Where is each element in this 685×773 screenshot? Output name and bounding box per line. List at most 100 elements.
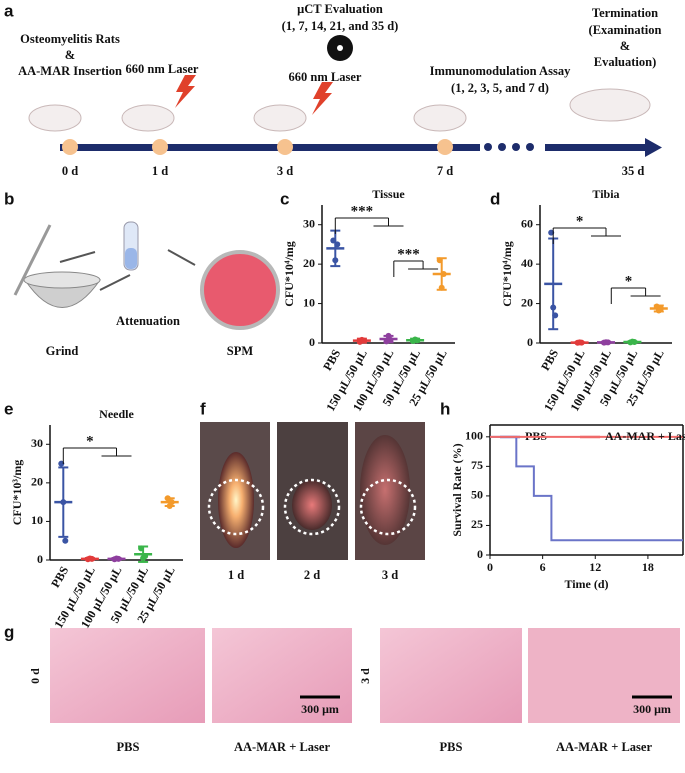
panel-label: g — [4, 622, 14, 641]
tick-label: 0 d — [62, 164, 78, 178]
y-tick-label: 60 — [521, 216, 533, 230]
point — [387, 336, 394, 343]
y-tick-label: 30 — [303, 216, 315, 230]
label: 660 nm Laser — [126, 62, 199, 76]
tick-label: 1 d — [152, 164, 168, 178]
step-label: Attenuation — [116, 314, 180, 328]
node — [152, 139, 168, 155]
significance: *** — [397, 246, 420, 262]
signal — [218, 452, 254, 548]
roi — [207, 478, 265, 536]
roi — [283, 478, 341, 536]
arrow — [59, 251, 96, 263]
point — [414, 337, 421, 344]
point — [138, 545, 145, 552]
panel-label: d — [490, 189, 500, 208]
y-tick-label: 20 — [521, 295, 533, 309]
panel-label: b — [4, 189, 14, 208]
image-label: 1 d — [228, 568, 244, 582]
point — [62, 537, 69, 544]
group-label: PBS — [440, 740, 463, 754]
step-label: SPM — [227, 344, 254, 358]
y-tick-label: 30 — [31, 436, 43, 450]
scale-label: 300 μm — [301, 702, 339, 716]
signal — [292, 480, 332, 530]
chart-title: Tibia — [592, 187, 619, 201]
row-label: 3 d — [358, 668, 372, 684]
label: (Examination — [589, 23, 662, 37]
y-tick-label: 20 — [31, 475, 43, 489]
imaging: 1 d 2 d 3 d — [200, 422, 425, 582]
point — [142, 553, 149, 560]
arrow-head — [645, 138, 662, 157]
node — [62, 139, 78, 155]
y-tick-label: 100 — [465, 429, 483, 443]
point — [360, 337, 367, 344]
panel-label: c — [280, 189, 289, 208]
label: Evaluation) — [594, 55, 657, 69]
x-tick-label: PBS — [48, 564, 71, 590]
step-label: Grind — [46, 344, 79, 358]
point — [605, 339, 611, 346]
histology: 0 d 3 d 300 μm 300 μm PBS AA-MAR + Laser… — [28, 628, 680, 754]
timeline-bar — [60, 144, 480, 151]
image-label: 2 d — [304, 568, 320, 582]
legend-label: PBS — [525, 429, 547, 443]
chart-title: Needle — [99, 407, 134, 421]
label: & — [620, 39, 630, 53]
dish — [200, 250, 280, 330]
significance: * — [86, 433, 94, 449]
roi — [359, 478, 417, 536]
micrograph — [528, 628, 680, 723]
group-label: PBS — [117, 740, 140, 754]
dot — [526, 143, 534, 151]
signal — [360, 435, 410, 545]
label: 660 nm Laser — [289, 70, 362, 84]
label: (1, 2, 3, 5, and 7 d) — [451, 81, 549, 95]
point — [115, 555, 122, 562]
significance: * — [576, 213, 584, 229]
arrow — [167, 249, 196, 266]
significance: * — [625, 273, 633, 289]
group-label: AA-MAR + Laser — [234, 740, 330, 754]
y-tick-label: 10 — [31, 513, 43, 527]
node — [277, 139, 293, 155]
micrograph — [380, 628, 522, 723]
label: Immunomodulation Assay — [430, 64, 571, 78]
tick-label: 7 d — [437, 164, 453, 178]
dot — [512, 143, 520, 151]
swab — [13, 224, 52, 296]
point — [164, 495, 171, 502]
image-label: 3 d — [382, 568, 398, 582]
row-label: 0 d — [28, 668, 42, 684]
point — [334, 241, 341, 248]
timeline: Osteomyelitis Rats & AA-MAR Insertion 66… — [18, 2, 662, 178]
scale-label: 300 μm — [633, 702, 671, 716]
y-tick-label: 40 — [521, 256, 533, 270]
x-tick-label: 0 — [487, 560, 493, 574]
y-axis-label: CFU*10⁴/mg — [500, 241, 514, 307]
x-tick-label: 12 — [589, 560, 601, 574]
point — [578, 339, 585, 346]
panel-label: e — [4, 399, 13, 418]
legend-label: AA-MAR + Laser — [605, 429, 685, 443]
point — [440, 271, 447, 277]
y-axis-label: CFU*10³/mg — [10, 460, 24, 526]
micrograph — [50, 628, 205, 723]
label: (1, 7, 14, 21, and 35 d) — [282, 19, 399, 33]
node — [437, 139, 453, 155]
group-label: AA-MAR + Laser — [556, 740, 652, 754]
point — [168, 499, 175, 506]
arrow — [99, 274, 131, 291]
x-axis-label: Time (d) — [564, 577, 608, 591]
laser-icons — [175, 75, 333, 115]
point — [332, 257, 339, 264]
y-tick-label: 0 — [477, 547, 483, 561]
y-tick-label: 0 — [37, 552, 43, 566]
label: Termination — [592, 6, 658, 20]
x-tick-label: 6 — [540, 560, 546, 574]
y-tick-label: 10 — [303, 295, 315, 309]
line — [490, 435, 683, 542]
y-axis-label: CFU*10⁴/mg — [282, 241, 296, 307]
